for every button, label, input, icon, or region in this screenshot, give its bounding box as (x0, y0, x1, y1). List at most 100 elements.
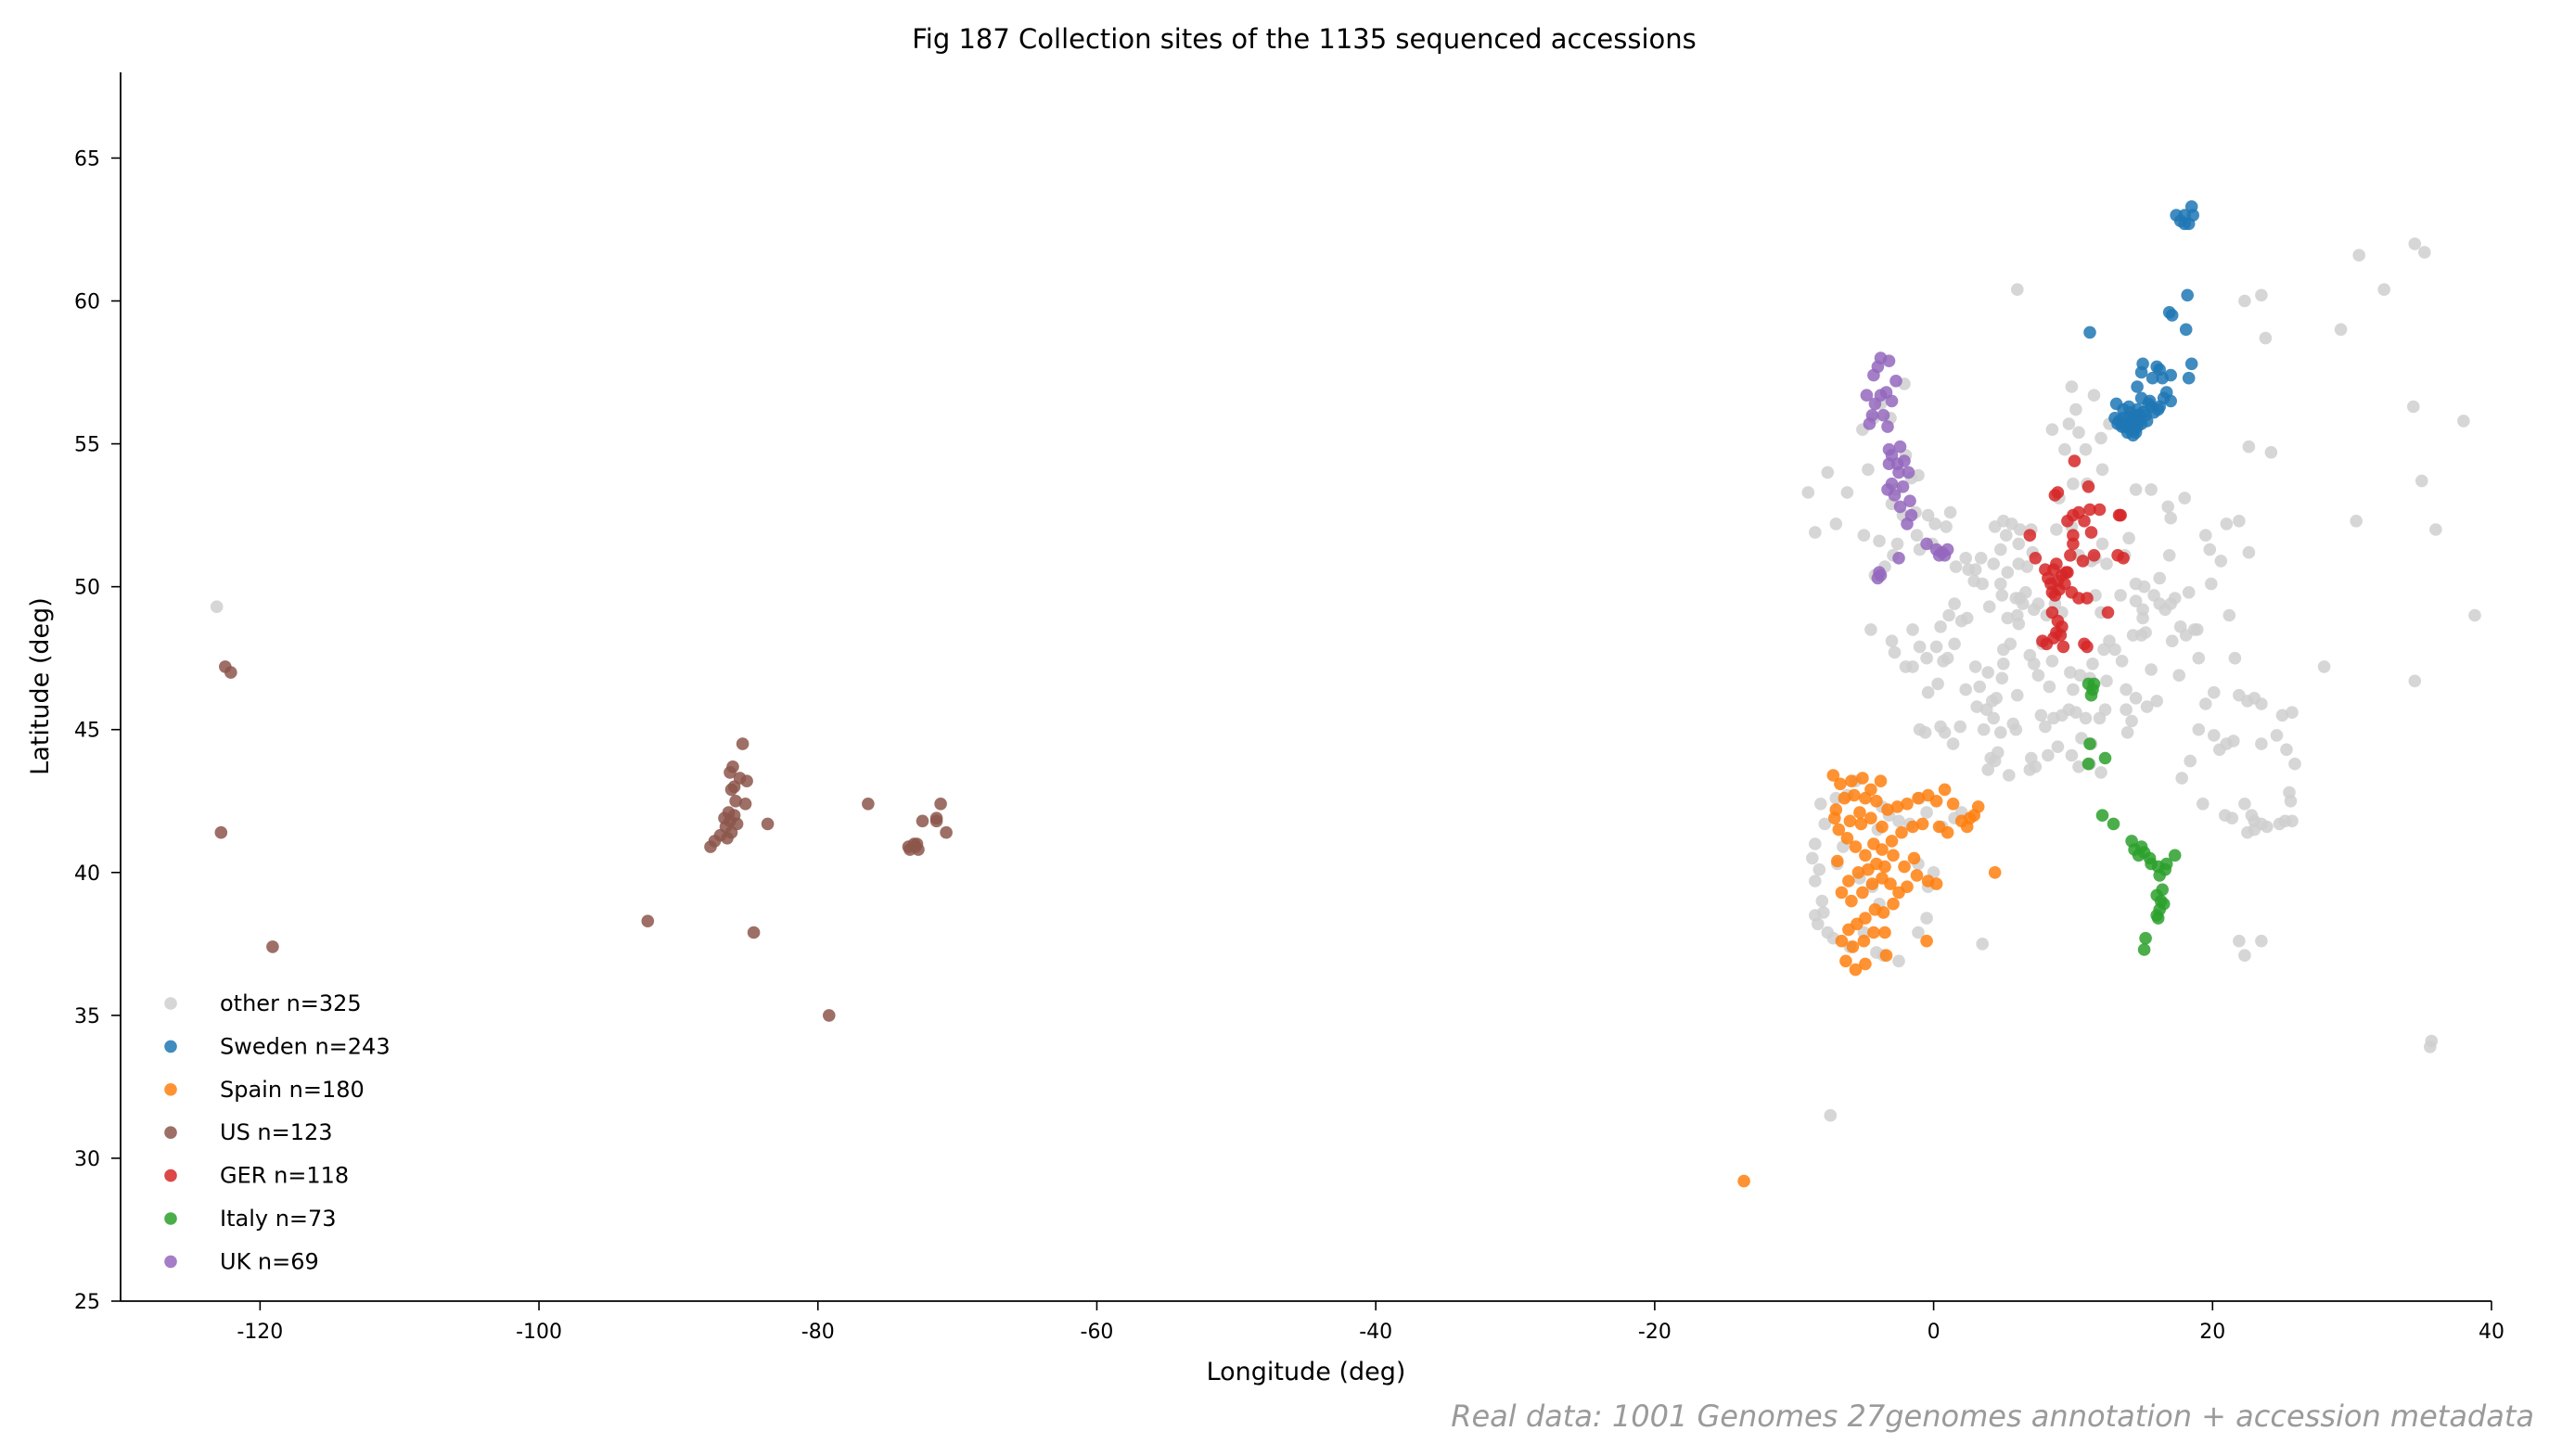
data-point (2069, 706, 2082, 719)
data-point (729, 795, 742, 808)
data-point (1932, 549, 1946, 562)
data-point (2081, 592, 2094, 605)
data-point (1981, 763, 1994, 776)
data-point (2081, 640, 2094, 654)
data-point (1834, 777, 1847, 791)
legend-label: US n=123 (220, 1119, 333, 1145)
data-point (2220, 517, 2234, 530)
legend-marker (164, 1126, 177, 1139)
y-tick-label: 60 (74, 291, 100, 314)
legend-item: Sweden n=243 (164, 1033, 391, 1059)
data-point (2147, 589, 2160, 602)
data-point (1994, 543, 2007, 556)
data-point (2228, 651, 2242, 665)
legend: other n=325 Sweden n=243 Spain n=180 US n=1… (164, 990, 391, 1274)
data-point (1892, 954, 1905, 968)
x-tick-label: -20 (1638, 1321, 1672, 1344)
data-point (862, 798, 875, 811)
data-point (1892, 552, 1905, 565)
data-point (1882, 457, 1896, 471)
data-point (266, 940, 279, 953)
data-point (736, 737, 749, 750)
data-point (2140, 700, 2154, 713)
data-point (1737, 1174, 1750, 1188)
data-point (1976, 938, 1989, 951)
data-point (1839, 954, 1852, 968)
data-point (2145, 857, 2158, 871)
legend-marker (164, 1169, 177, 1182)
y-tick-label: 30 (74, 1148, 100, 1171)
data-point (2079, 711, 2093, 725)
data-point (2039, 720, 2052, 734)
y-tick-label: 65 (74, 147, 100, 171)
data-point (2062, 417, 2076, 430)
series-3 (214, 660, 953, 1022)
y-tick-label: 35 (74, 1005, 100, 1028)
data-point (1997, 643, 2010, 657)
data-point (2081, 480, 2095, 493)
data-point (2001, 566, 2015, 579)
data-point (1970, 700, 1983, 713)
data-point (1870, 795, 1883, 808)
data-point (1938, 783, 1952, 797)
data-point (1859, 849, 1872, 862)
legend-item: UK n=69 (164, 1248, 319, 1274)
data-point (934, 798, 947, 811)
data-point (1879, 949, 1893, 962)
data-point (2457, 415, 2470, 428)
data-point (2170, 209, 2183, 222)
data-point (2377, 283, 2390, 297)
data-point (1868, 397, 1882, 411)
data-point (2199, 697, 2212, 710)
data-point (1817, 906, 1830, 919)
data-point (2242, 440, 2256, 453)
data-point (1942, 608, 1955, 622)
data-point (2142, 397, 2155, 411)
data-point (2164, 511, 2177, 525)
data-point (1862, 862, 1875, 876)
data-point (2076, 555, 2090, 568)
data-point (1946, 737, 1960, 750)
data-point (1856, 886, 1869, 900)
data-point (2072, 505, 2085, 519)
data-point (1801, 486, 1815, 499)
data-point (2051, 740, 2065, 753)
data-point (1848, 788, 1861, 802)
data-point (2129, 692, 2143, 705)
data-point (718, 811, 731, 824)
data-point (2192, 651, 2206, 665)
data-point (2150, 888, 2163, 902)
x-tick-label: -120 (237, 1321, 283, 1344)
data-point (1931, 677, 1944, 691)
data-point (1948, 597, 1961, 610)
data-point (2186, 209, 2199, 222)
data-point (747, 926, 761, 939)
data-point (1959, 552, 1972, 565)
data-point (2058, 442, 2071, 456)
data-point (2045, 606, 2059, 619)
legend-item: US n=123 (164, 1119, 333, 1145)
data-point (2023, 648, 2037, 662)
legend-marker (164, 1255, 177, 1269)
data-point (2150, 360, 2163, 374)
data-point (1859, 791, 1872, 805)
data-point (910, 837, 924, 850)
data-point (1982, 600, 1996, 613)
data-point (2064, 666, 2077, 679)
data-point (2241, 825, 2254, 839)
data-point (1854, 817, 1868, 831)
data-point (1994, 726, 2007, 739)
data-point (2012, 537, 2026, 551)
data-point (1843, 814, 1857, 828)
data-point (2117, 552, 2130, 565)
data-point (1806, 851, 1819, 865)
data-point (2317, 660, 2331, 673)
data-point (1912, 468, 1925, 482)
data-point (1845, 774, 1858, 787)
data-point (1892, 814, 1905, 828)
data-point (2270, 729, 2284, 742)
data-point (1921, 508, 1935, 522)
data-point (1997, 658, 2010, 671)
data-point (1960, 611, 1974, 625)
data-point (1849, 840, 1863, 853)
